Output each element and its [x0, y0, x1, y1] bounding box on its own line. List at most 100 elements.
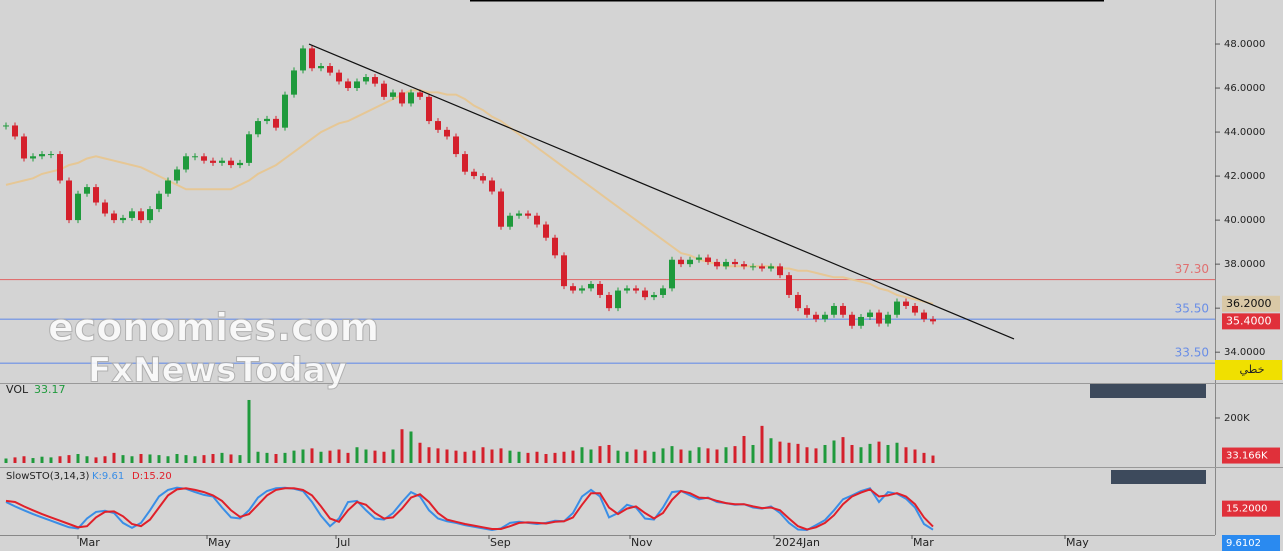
badge[interactable]: خطي	[1240, 363, 1265, 376]
volume-bar	[256, 451, 260, 463]
legend-entry: K:9.61	[92, 471, 124, 482]
y-tick-label: 200K	[1224, 413, 1250, 424]
watermark: FxNewsToday	[88, 351, 347, 391]
volume-tag	[1222, 447, 1280, 464]
volume-bar	[184, 455, 188, 463]
volume-bar	[832, 440, 836, 463]
volume-bar	[85, 456, 89, 463]
y-tick-label: 38.0000	[1224, 259, 1265, 270]
volume-bar	[859, 447, 863, 463]
stoch-tag	[1222, 500, 1280, 517]
volume-bar	[472, 450, 476, 463]
x-tick-label: Nov	[631, 536, 653, 549]
vol-value: 33.17	[34, 383, 66, 396]
price-tag-label: 35.4000	[1226, 314, 1272, 327]
vol-toolbar	[1090, 384, 1206, 484]
volume-bar	[121, 455, 125, 463]
volume-bar	[724, 447, 728, 463]
volume-bar	[364, 449, 368, 463]
x-tick-label: Mar	[79, 536, 100, 549]
stoch-line	[5, 487, 934, 531]
volume-bar	[679, 449, 683, 463]
volume-bar	[247, 399, 251, 463]
volume-bar	[166, 456, 170, 463]
y-tick-label: 44.0000	[1224, 127, 1265, 138]
volume-bar	[148, 454, 152, 463]
volume-bar	[175, 453, 179, 463]
volume-bar	[562, 451, 566, 463]
volume-tag-label: 33.166K	[1226, 451, 1268, 462]
x-tick-label: May	[208, 536, 231, 549]
volume-bar	[76, 453, 80, 463]
vol-title: VOL	[6, 383, 29, 396]
volume-bar	[337, 449, 341, 463]
volume-bar	[112, 452, 116, 463]
volume-bar	[751, 444, 755, 463]
volume-bar	[571, 450, 575, 463]
volume-bar	[769, 438, 773, 463]
volume-bar	[139, 453, 143, 463]
volume-bar	[895, 442, 899, 463]
volume-bar	[931, 455, 935, 463]
volume-bar	[31, 458, 35, 463]
volume-bar	[877, 441, 881, 463]
volume-bar	[463, 451, 467, 463]
volume-bar	[508, 450, 512, 463]
volume-bar	[346, 452, 350, 463]
volume-bar	[499, 448, 503, 463]
volume-bar	[535, 451, 539, 463]
volume-bar	[544, 453, 548, 463]
volume-bar	[796, 443, 800, 463]
volume-bar	[589, 449, 593, 463]
level-label: 35.50	[1175, 302, 1209, 316]
volume-bar	[49, 457, 53, 463]
volume-bar	[13, 457, 17, 463]
price-tag	[1222, 295, 1280, 312]
volume-bar	[715, 449, 719, 463]
volume-bar	[580, 447, 584, 463]
x-tick-label: Sep	[490, 536, 511, 549]
stoch-line	[5, 486, 934, 532]
trendline	[308, 43, 1015, 340]
volume-bar	[517, 451, 521, 463]
volume-bar	[319, 451, 323, 463]
volume-bar	[103, 456, 107, 463]
volume-bar	[607, 444, 611, 463]
volume-bar	[787, 442, 791, 463]
volume-bar	[274, 453, 278, 463]
y-tick-label: 40.0000	[1224, 215, 1265, 226]
volume-bar	[733, 446, 737, 463]
volume-bar	[427, 447, 431, 463]
volume-bar	[292, 450, 296, 463]
volume-bar	[778, 441, 782, 463]
volume-bar	[823, 444, 827, 463]
badge-box	[1215, 360, 1282, 380]
level-label: 33.50	[1175, 346, 1209, 360]
volume-bar	[193, 456, 197, 463]
volume-bar	[904, 447, 908, 463]
volume-bar	[310, 448, 314, 463]
volume-bar	[373, 450, 377, 463]
volume-bar	[58, 456, 62, 463]
stoch-title: SlowSTO(3,14,3)	[6, 471, 89, 482]
volume-bar	[436, 448, 440, 463]
x-tick-label: May	[1066, 536, 1089, 549]
volume-bar	[616, 450, 620, 463]
volume-bar	[481, 447, 485, 463]
stoch-tag	[1222, 535, 1280, 551]
volume-bar	[157, 455, 161, 463]
volume-bar	[409, 431, 413, 463]
volume-bar	[688, 450, 692, 463]
volume-bar	[265, 452, 269, 463]
volume-bar	[643, 450, 647, 463]
volume-bar	[355, 447, 359, 463]
volume-bar	[661, 448, 665, 463]
volume-bar	[40, 456, 44, 463]
volume-bar	[652, 451, 656, 463]
volume-bar	[301, 449, 305, 463]
volume-bar	[868, 443, 872, 463]
volume-bar	[634, 449, 638, 463]
